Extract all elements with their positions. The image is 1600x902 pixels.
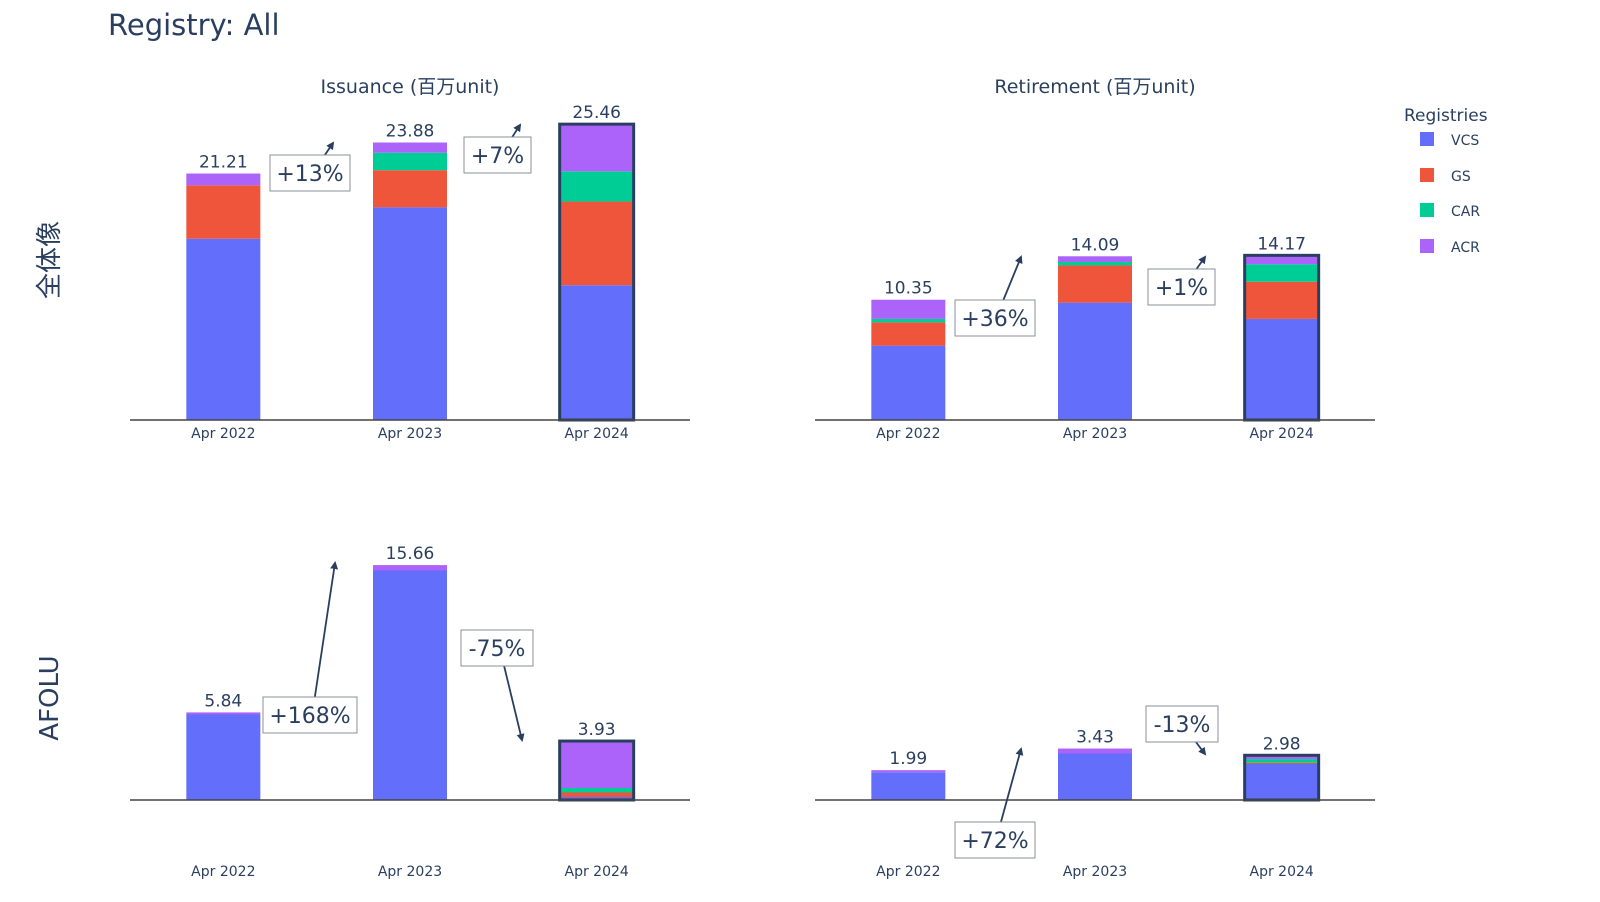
bar-segment-car xyxy=(373,152,447,171)
bar-segment-car xyxy=(1244,264,1319,282)
change-label: +7% xyxy=(471,144,524,169)
bar-segment-vcs xyxy=(1244,318,1319,420)
bar-segment-vcs xyxy=(559,285,634,420)
row-label: 全体像 xyxy=(35,221,65,299)
change-box xyxy=(460,629,534,667)
bar-segment-acr xyxy=(1244,255,1319,265)
change-box xyxy=(1147,268,1216,306)
subplot-1: Issuance (百万unit) 21.21 Apr 2022 23.88 Apr 2… xyxy=(130,76,690,442)
total-label: 10.35 xyxy=(884,279,933,299)
legend-label-acr: ACR xyxy=(1451,240,1480,256)
bar-segment-acr xyxy=(186,173,261,186)
bar-segment-vcs xyxy=(186,714,261,800)
change-label: +72% xyxy=(961,829,1028,854)
bar-segment-gs xyxy=(186,185,261,239)
change-box xyxy=(954,821,1036,859)
bar-segment-vcs xyxy=(373,570,447,800)
total-label: 2.98 xyxy=(1263,734,1301,754)
total-label: 1.99 xyxy=(889,749,927,769)
legend-label-vcs: VCS xyxy=(1451,133,1479,149)
bar-segment-gs xyxy=(871,322,946,346)
bar-segment-gs xyxy=(559,201,634,286)
total-label: 3.43 xyxy=(1076,728,1114,748)
bar-segment-acr xyxy=(871,299,946,319)
bar-segment-gs xyxy=(559,792,634,797)
bar-segment-car xyxy=(559,171,634,202)
bar-segment-acr xyxy=(1058,748,1132,754)
x-tick-label: Apr 2024 xyxy=(1250,426,1314,442)
total-label: 21.21 xyxy=(199,153,248,173)
bar-segment-vcs xyxy=(1058,753,1132,800)
x-tick-label: Apr 2024 xyxy=(565,864,629,880)
bar-segment-acr xyxy=(186,712,261,715)
legend-swatch-vcs xyxy=(1420,132,1434,146)
legend-swatch-gs xyxy=(1420,168,1434,182)
bar-segment-gs xyxy=(1244,762,1319,764)
bar-segment-acr xyxy=(1058,256,1132,262)
subplot-title: Issuance (百万unit) xyxy=(321,76,500,98)
x-tick-label: Apr 2023 xyxy=(378,864,442,880)
bar-segment-gs xyxy=(1058,265,1132,303)
bar-segment-acr xyxy=(559,741,634,788)
bar-segment-car xyxy=(559,788,634,793)
change-box xyxy=(269,154,351,192)
legend-label-gs: GS xyxy=(1451,169,1471,185)
bar-segment-car xyxy=(871,318,946,323)
legend-swatch-car xyxy=(1420,203,1434,217)
bar-segment-acr xyxy=(373,565,447,571)
change-label: +36% xyxy=(961,307,1028,332)
change-label: +1% xyxy=(1155,276,1208,301)
bar-segment-vcs xyxy=(871,772,946,800)
bar-segment-vcs xyxy=(373,207,447,420)
change-box xyxy=(463,136,532,174)
bar-segment-acr xyxy=(1244,755,1319,760)
total-label: 14.17 xyxy=(1257,234,1306,254)
x-tick-label: Apr 2024 xyxy=(565,426,629,442)
x-tick-label: Apr 2022 xyxy=(191,426,255,442)
change-box xyxy=(954,299,1036,337)
legend-swatch-acr xyxy=(1420,239,1434,253)
subplot-2: Retirement (百万unit) 10.35 Apr 2022 14.09 Apr… xyxy=(815,76,1375,442)
change-label: -13% xyxy=(1154,713,1211,738)
x-tick-label: Apr 2023 xyxy=(378,426,442,442)
bar-segment-car xyxy=(1244,759,1319,763)
x-tick-label: Apr 2023 xyxy=(1063,426,1127,442)
bar-segment-car xyxy=(1058,261,1132,266)
x-tick-label: Apr 2024 xyxy=(1250,864,1314,880)
subplot-3: 5.84 Apr 2022 15.66 Apr 2023 3.93 Apr 2024 +16… xyxy=(130,544,690,880)
x-tick-label: Apr 2022 xyxy=(876,426,940,442)
x-tick-label: Apr 2022 xyxy=(876,864,940,880)
bar-segment-gs xyxy=(373,170,447,208)
total-label: 23.88 xyxy=(386,122,435,142)
change-box xyxy=(1145,705,1219,743)
bar-segment-gs xyxy=(1244,281,1319,319)
legend-title: Registries xyxy=(1404,106,1488,126)
change-label: -75% xyxy=(469,637,526,662)
total-label: 14.09 xyxy=(1071,235,1120,255)
total-label: 5.84 xyxy=(204,691,242,711)
bar-segment-vcs xyxy=(871,345,946,420)
bar-segment-vcs xyxy=(1244,764,1319,800)
row-label: AFOLU xyxy=(35,655,65,740)
legend-label-car: CAR xyxy=(1451,204,1480,220)
bar-segment-acr xyxy=(871,770,946,773)
change-box xyxy=(262,696,358,734)
total-label: 3.93 xyxy=(578,720,616,740)
change-label: +168% xyxy=(269,704,350,729)
subplot-4: 1.99 Apr 2022 3.43 Apr 2023 2.98 Apr 2024 +72%… xyxy=(815,705,1375,880)
total-label: 25.46 xyxy=(572,103,621,123)
x-tick-label: Apr 2022 xyxy=(191,864,255,880)
bar-segment-acr xyxy=(559,124,634,172)
change-label: +13% xyxy=(276,162,343,187)
bar-segment-acr xyxy=(373,142,447,153)
change-arrow xyxy=(311,561,339,717)
x-tick-label: Apr 2023 xyxy=(1063,864,1127,880)
bar-segment-vcs xyxy=(1058,302,1132,420)
subplot-title: Retirement (百万unit) xyxy=(994,76,1195,98)
page-title: Registry: All xyxy=(108,8,280,42)
bar-segment-vcs xyxy=(186,238,261,420)
total-label: 15.66 xyxy=(386,544,435,564)
